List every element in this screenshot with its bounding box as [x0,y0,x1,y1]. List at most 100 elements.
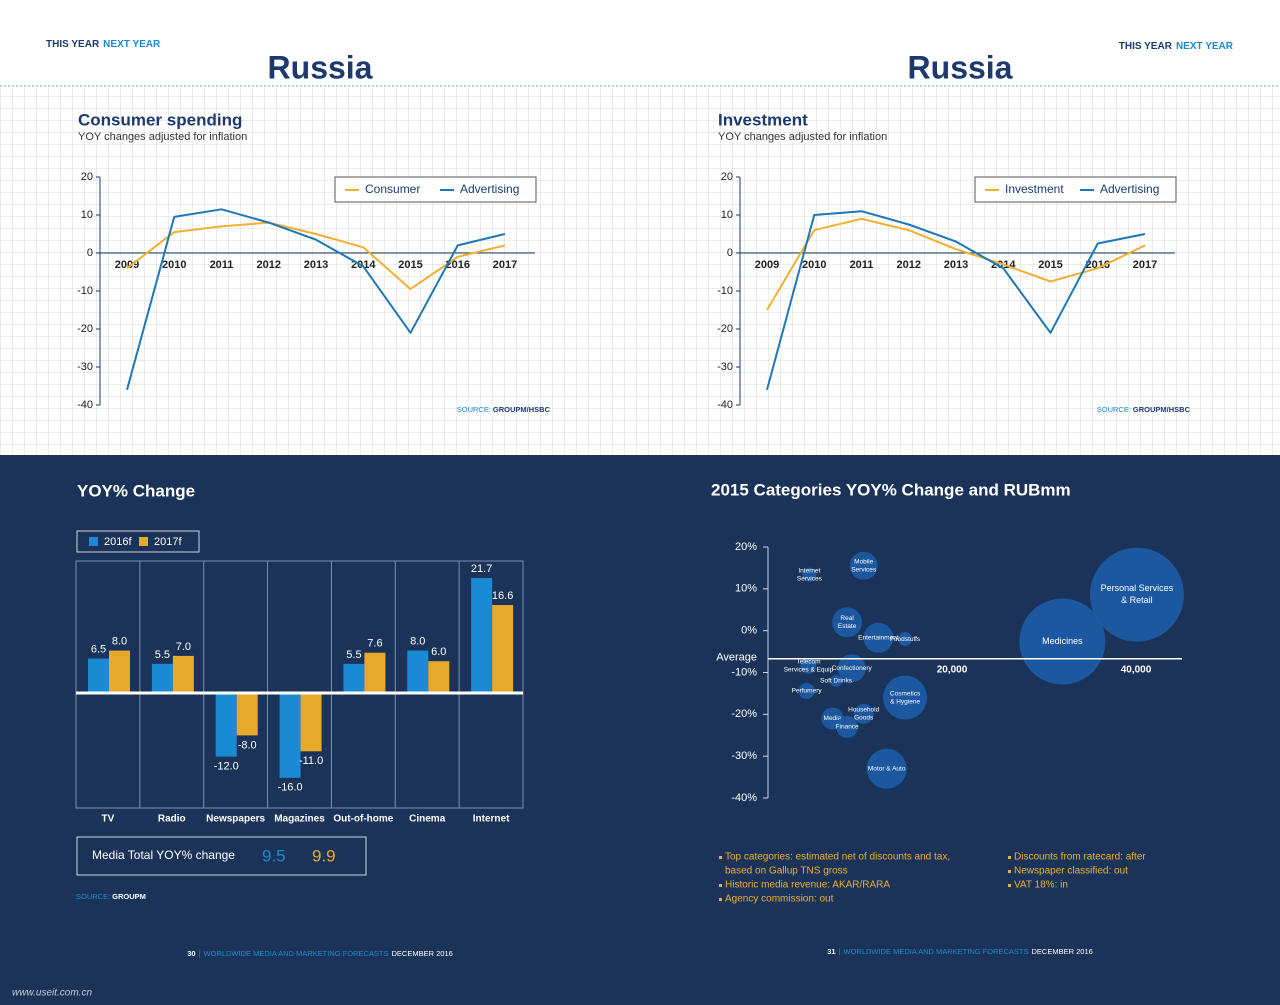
note: Agency commission: out [725,894,834,905]
value-label: -12.0 [214,761,239,773]
bubble-label: Personal Services [1101,583,1174,593]
page-number: 31 [827,947,835,956]
y-tick-label: -30 [717,361,733,373]
chart-title: 2015 Categories YOY% Change and RUBmm [711,480,1071,499]
y-tick-label: 0 [727,247,733,259]
series-line [126,208,506,391]
y-tick-label: -10 [77,285,93,297]
y-tick-label: -10 [717,285,733,297]
source-label: SOURCE: [1097,405,1131,414]
source-name: GROUPM [112,892,146,901]
bubble-label: Entertainment [858,634,899,641]
page-title: Russia [908,49,1013,85]
chart-subtitle: YOY changes adjusted for inflation [718,131,887,143]
value-label: 5.5 [346,649,361,661]
bubble-label: Medicines [1042,636,1083,646]
x-tick-label: 2010 [162,259,186,271]
bubble [837,654,866,683]
bubble [1019,598,1106,685]
bubble [866,748,907,789]
y-tick-label: -20 [717,323,733,335]
value-label: -8.0 [238,739,257,751]
bubble-label: Soft Drinks [820,678,853,685]
legend-box [974,176,1177,203]
total-label: Media Total YOY% change [92,848,235,862]
bullet [1008,870,1011,873]
y-tick-label: 20 [721,171,733,183]
note: Top categories: estimated net of discoun… [725,852,950,863]
edition-label: THIS YEAR NEXT YEAR [1119,41,1234,52]
bar [88,658,109,693]
total-value: 9.5 [262,846,286,865]
bubble-label: Cosmetics [890,690,921,697]
chart-title: Consumer spending [78,110,242,129]
note: based on Gallup TNS gross [725,866,848,877]
x-tick-label: Newspapers [206,814,265,825]
bullet [719,856,722,859]
x-tick-label: 2010 [802,259,826,271]
bar [343,663,365,693]
x-tick-label: Magazines [274,814,325,825]
bubble-label: Real [840,615,854,622]
bar [407,650,429,693]
bubble-label: Services [851,567,877,574]
legend-label: 2016f [104,536,132,548]
watermark: www.useit.com.cn [12,988,92,999]
bubble-label: & Hygiene [890,698,920,705]
bubble-label: Foodstuffs [890,636,921,643]
bubble [883,675,928,720]
average-label: Average [716,652,757,664]
value-label: 5.5 [155,649,170,661]
page-number: 30 [187,949,195,958]
date: DECEMBER 2016 [392,949,453,958]
bullet [1008,884,1011,887]
value-label: 6.5 [91,643,106,655]
legend-label: Consumer [365,182,420,196]
plot-frame [75,560,524,809]
y-tick-label: 20 [81,171,93,183]
y-tick-label: 10 [721,209,733,221]
bubble-label: Goods [854,715,874,722]
bubble [898,632,913,646]
grid-background [0,88,1280,455]
separator: | [839,947,841,956]
source-name: GROUPM/HSBC [1133,405,1191,414]
bubble [830,674,843,687]
value-label: -16.0 [278,782,303,794]
bubble-label: Household [848,707,879,714]
y-tick-label: 20% [735,541,757,553]
bubble-label: Estate [838,623,857,630]
legend-label: Investment [1005,182,1064,196]
value-label: 21.7 [471,563,492,575]
legend-swatch [89,537,98,546]
x-tick-label: 2012 [897,259,921,271]
bar [236,693,258,736]
publication: WORLDWIDE MEDIA AND MARKETING FORECASTS [843,947,1028,956]
series-line [126,221,506,291]
legend-label: Advertising [1100,182,1159,196]
x-tick-label: 2015 [1038,259,1062,271]
series-line [766,210,1146,391]
x-tick-label: 40,000 [1121,664,1152,675]
source-label: SOURCE: [76,892,110,901]
value-label: 6.0 [431,646,446,658]
legend-label: Advertising [460,182,519,196]
bullet [719,898,722,901]
bar [492,605,514,693]
x-tick-label: Cinema [409,814,446,825]
x-tick-label: 2009 [755,259,779,271]
bubble [849,551,878,580]
page-title: Russia [268,49,373,85]
bar [279,693,301,778]
bubble-label: Telecom [796,659,820,666]
bubble-label: Mobile [854,559,874,566]
legend-swatch [139,537,148,546]
bullet [719,884,722,887]
x-tick-label: 2013 [304,259,328,271]
note: VAT 18%: in [1014,880,1068,891]
bar [215,693,237,757]
value-label: 8.0 [112,636,127,648]
y-tick-label: -10% [731,666,757,678]
this-year: THIS YEAR [46,39,100,50]
x-tick-label: 2017 [493,259,517,271]
